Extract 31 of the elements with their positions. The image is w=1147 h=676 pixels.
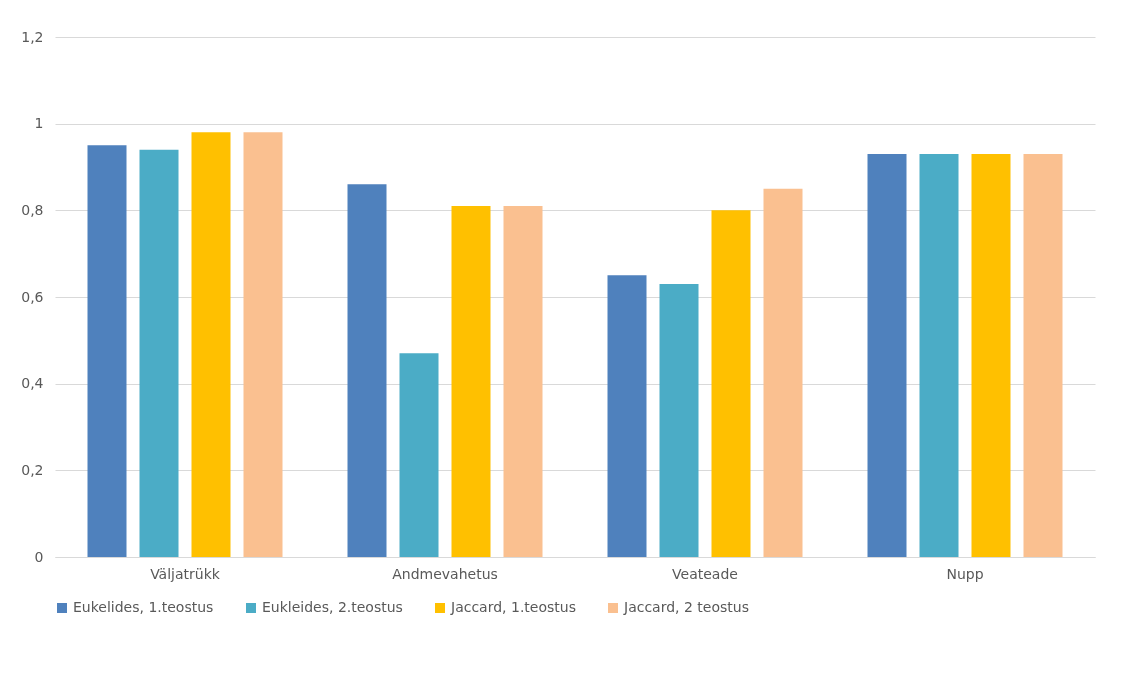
bar: [191, 132, 231, 557]
bar: [503, 206, 543, 557]
x-tick-label: Veateade: [672, 565, 738, 582]
x-tick-label: Andmevahetus: [392, 565, 498, 582]
legend-label: Eukleides, 2.teostus: [262, 599, 403, 615]
bar: [607, 275, 647, 557]
y-tick-label: 0: [34, 548, 44, 565]
legend-label: Jaccard, 2 teostus: [623, 599, 749, 615]
bar: [399, 353, 439, 557]
y-tick-label: 0,4: [21, 375, 44, 392]
bar: [139, 149, 179, 557]
bar: [451, 206, 491, 557]
bar: [87, 145, 127, 557]
bar: [243, 132, 283, 557]
bar: [919, 154, 959, 557]
bar: [763, 188, 803, 557]
bar: [1023, 154, 1063, 557]
x-tick-label: Väljatrükk: [150, 565, 221, 582]
y-tick-label: 0,2: [21, 461, 44, 478]
x-tick-label: Nupp: [946, 565, 984, 582]
y-tick-label: 1,2: [21, 28, 44, 45]
bar: [867, 154, 907, 557]
y-tick-label: 1: [34, 115, 44, 132]
y-tick-label: 0,8: [21, 201, 44, 218]
legend-label: Eukelides, 1.teostus: [73, 599, 214, 615]
bar: [711, 210, 751, 557]
y-tick-label: 0,6: [21, 288, 44, 305]
bar: [347, 184, 387, 557]
bar: [971, 154, 1011, 557]
bar: [659, 284, 699, 557]
legend-label: Jaccard, 1.teostus: [450, 599, 576, 615]
